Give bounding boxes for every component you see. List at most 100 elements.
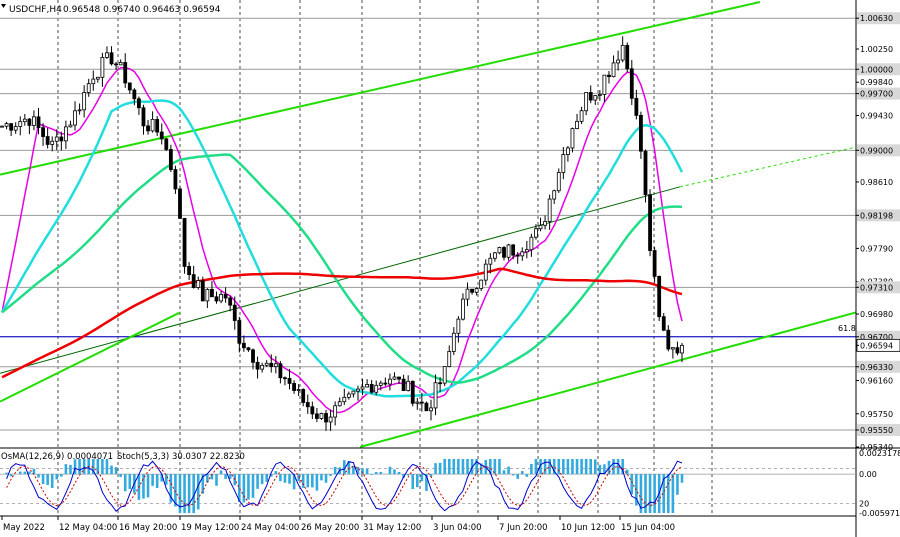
time-tick-label: 26 May 20:00 bbox=[301, 523, 359, 533]
candle bbox=[0, 125, 4, 128]
candle-body bbox=[264, 362, 269, 366]
candle-body bbox=[324, 413, 328, 423]
candle-body bbox=[474, 288, 479, 293]
candle-body bbox=[556, 172, 561, 192]
candle bbox=[196, 276, 201, 290]
candle bbox=[319, 412, 324, 420]
candle-body bbox=[328, 416, 333, 423]
candle-body bbox=[415, 401, 420, 404]
candle bbox=[200, 276, 205, 302]
candle-body bbox=[164, 138, 169, 150]
time-axis: May 2022 12 May 04:00 16 May 20:00 19 May 1… bbox=[0, 515, 856, 533]
candle bbox=[155, 116, 160, 137]
candle-body bbox=[461, 298, 465, 320]
time-tick-label: 19 May 12:00 bbox=[181, 523, 239, 533]
candle-body bbox=[41, 127, 45, 137]
candle bbox=[570, 127, 575, 153]
collapse-triangle-icon[interactable] bbox=[1, 4, 6, 8]
price-tag-box-0 bbox=[857, 12, 900, 25]
candle-body bbox=[178, 188, 182, 219]
candle-body bbox=[118, 62, 123, 66]
candle bbox=[9, 123, 14, 137]
candle-body bbox=[479, 279, 484, 289]
candle-body bbox=[406, 380, 411, 391]
candle bbox=[27, 117, 32, 135]
candle-body bbox=[155, 118, 160, 133]
candle bbox=[616, 50, 621, 71]
candle-body bbox=[456, 318, 461, 334]
candle-body bbox=[18, 121, 23, 127]
candle bbox=[164, 138, 169, 152]
candle bbox=[465, 282, 470, 306]
candle-body bbox=[584, 92, 589, 112]
candle-body bbox=[570, 128, 575, 149]
candle-body bbox=[488, 257, 493, 265]
candle bbox=[13, 122, 18, 134]
candle bbox=[515, 252, 520, 264]
candle-body bbox=[22, 118, 27, 123]
candle-body bbox=[575, 120, 579, 129]
candle-body bbox=[241, 342, 246, 349]
ma_green-line bbox=[1, 153, 683, 384]
candle-body bbox=[82, 92, 87, 111]
candle bbox=[324, 409, 328, 431]
candle-body bbox=[287, 377, 292, 384]
ma_cyan-line bbox=[0, 99, 684, 398]
candle bbox=[237, 316, 242, 353]
candle-body bbox=[269, 362, 274, 367]
candle bbox=[639, 111, 643, 159]
candle-body bbox=[182, 218, 187, 267]
candle bbox=[584, 92, 589, 116]
candle bbox=[447, 345, 452, 368]
channel-mid bbox=[0, 186, 681, 374]
candle bbox=[511, 243, 516, 260]
candle-body bbox=[173, 169, 178, 190]
candle bbox=[337, 397, 342, 407]
candle-body bbox=[670, 347, 675, 350]
time-tick-label: 31 May 12:00 bbox=[363, 523, 421, 533]
candle-body bbox=[433, 382, 438, 409]
candle bbox=[260, 362, 265, 373]
candle-body bbox=[447, 351, 452, 367]
candle bbox=[305, 394, 310, 414]
candle bbox=[246, 346, 251, 352]
candle-body bbox=[191, 274, 196, 288]
stoch-label: Stoch(5,3,3) 30.0307 22.8230 bbox=[117, 452, 245, 462]
stoch-main-line bbox=[6, 460, 683, 512]
fib-label: 61.8 bbox=[838, 324, 856, 333]
candle-body bbox=[470, 288, 474, 293]
candle-body bbox=[360, 386, 365, 390]
candle bbox=[351, 390, 356, 398]
candle bbox=[461, 293, 465, 321]
candle-body bbox=[492, 252, 497, 259]
candle bbox=[255, 356, 260, 379]
candle-body bbox=[666, 329, 671, 350]
candle-body bbox=[77, 109, 82, 112]
candle bbox=[86, 78, 91, 97]
price-tag-box-2 bbox=[857, 63, 900, 76]
candle bbox=[141, 104, 146, 135]
candle-body bbox=[511, 244, 516, 256]
candle-body bbox=[314, 413, 319, 419]
candle bbox=[105, 46, 109, 59]
stoch-tick-label: 20 bbox=[859, 499, 869, 508]
candle-body bbox=[397, 376, 401, 380]
candle bbox=[552, 189, 557, 204]
candle bbox=[264, 360, 269, 367]
candle-body bbox=[529, 236, 534, 251]
candle-body bbox=[611, 62, 616, 78]
candle bbox=[301, 388, 306, 407]
candle bbox=[438, 377, 443, 393]
candle-body bbox=[13, 126, 18, 131]
candle bbox=[123, 53, 128, 88]
candle-body bbox=[465, 288, 470, 300]
candle-body bbox=[483, 263, 488, 281]
candle bbox=[451, 327, 456, 356]
indicator-header: OsMA(12,26,9) 0.0004071 Stoch(5,3,3) 30.… bbox=[1, 452, 245, 462]
candle-body bbox=[255, 361, 260, 370]
candle-body bbox=[214, 296, 219, 302]
candle-body bbox=[552, 190, 557, 200]
candle-body bbox=[73, 110, 77, 126]
